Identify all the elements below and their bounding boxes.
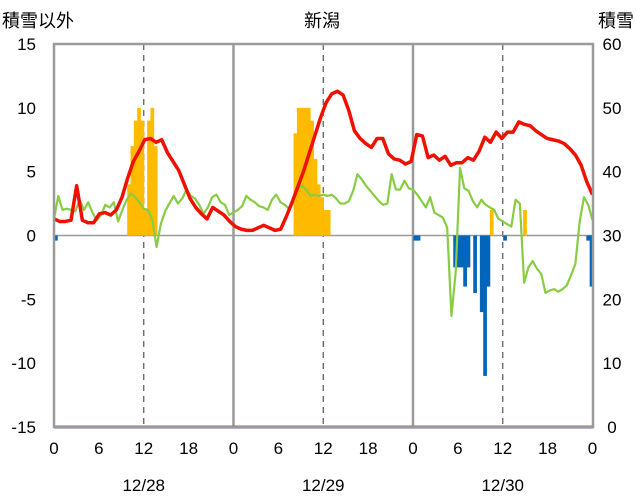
plot-frame bbox=[52, 42, 595, 429]
x-hour-tick-label: 0 bbox=[408, 439, 417, 458]
y-right-tick-label: 10 bbox=[603, 354, 622, 373]
x-hour-tick-label: 12 bbox=[314, 439, 333, 458]
x-hour-tick-label: 0 bbox=[229, 439, 238, 458]
y-right-tick-label: 40 bbox=[603, 163, 622, 182]
y-left-tick-label: -10 bbox=[11, 354, 36, 373]
y-right-tick-label: 20 bbox=[603, 290, 622, 309]
bar-positive bbox=[143, 209, 148, 236]
x-hour-tick-label: 18 bbox=[538, 439, 557, 458]
bar-negative bbox=[413, 235, 418, 241]
bar-positive bbox=[296, 107, 301, 236]
y-left-tick-label: 10 bbox=[17, 99, 36, 118]
x-hour-tick-label: 6 bbox=[274, 439, 283, 458]
x-hour-tick-label: 12 bbox=[493, 439, 512, 458]
bar-positive bbox=[316, 184, 321, 236]
y-left-tick-label: -15 bbox=[11, 418, 36, 437]
bar-positive bbox=[303, 107, 308, 236]
bar-negative bbox=[456, 235, 461, 268]
bar-positive bbox=[313, 158, 318, 236]
bar-positive bbox=[147, 120, 151, 236]
bar-negative bbox=[466, 235, 471, 268]
bar-positive bbox=[153, 146, 158, 236]
x-hour-tick-label: 12 bbox=[134, 439, 153, 458]
bar-positive bbox=[326, 209, 331, 236]
x-hour-ticks: 0 6 12 18 0 6 12 18 0 6 12 18 0 bbox=[49, 439, 597, 458]
bar-positive bbox=[489, 209, 494, 236]
y-left-tick-label: 0 bbox=[27, 227, 36, 246]
bar-positive bbox=[137, 107, 141, 236]
x-hour-tick-label: 18 bbox=[359, 439, 378, 458]
bar-positive bbox=[133, 120, 138, 236]
y-right-tick-label: 60 bbox=[603, 35, 622, 54]
green-line bbox=[52, 166, 594, 318]
x-hour-tick-label: 6 bbox=[94, 439, 103, 458]
bar-negative bbox=[459, 235, 464, 268]
x-hour-tick-label: 0 bbox=[588, 439, 597, 458]
bar-negative bbox=[479, 235, 484, 313]
bar-negative bbox=[589, 235, 594, 287]
bar-positive bbox=[293, 133, 298, 236]
y-left-ticks: 15 10 5 0 -5 -10 -15 bbox=[11, 35, 36, 437]
y-right-axis-label: 積雪 bbox=[598, 11, 634, 32]
bar-negative bbox=[453, 235, 457, 268]
bar-series bbox=[54, 107, 594, 376]
x-date-label: 12/28 bbox=[122, 476, 165, 495]
x-hour-tick-label: 0 bbox=[49, 439, 58, 458]
bar-negative bbox=[416, 235, 421, 241]
bar-positive bbox=[523, 209, 527, 236]
bar-positive bbox=[150, 107, 155, 236]
bar-negative bbox=[503, 235, 507, 241]
x-date-labels: 12/28 12/29 12/30 bbox=[122, 476, 524, 495]
chart-title: 新潟 bbox=[304, 11, 340, 32]
x-date-label: 12/29 bbox=[302, 476, 345, 495]
bar-negative bbox=[473, 235, 477, 293]
x-hour-tick-label: 18 bbox=[179, 439, 198, 458]
bar-negative bbox=[586, 235, 591, 241]
bar-negative bbox=[54, 235, 58, 241]
bar-positive bbox=[127, 184, 131, 236]
y-right-tick-label: 30 bbox=[603, 227, 622, 246]
y-right-tick-label: 50 bbox=[603, 99, 622, 118]
x-hour-tick-label: 6 bbox=[453, 439, 462, 458]
bar-positive bbox=[323, 209, 328, 236]
red-line bbox=[53, 89, 595, 233]
bar-negative bbox=[486, 235, 491, 287]
bar-positive bbox=[130, 146, 135, 236]
y-left-axis-label: 積雪以外 bbox=[2, 11, 74, 32]
bar-positive bbox=[320, 197, 324, 236]
y-left-tick-label: 5 bbox=[27, 163, 36, 182]
y-right-tick-label: 0 bbox=[607, 418, 616, 437]
y-left-tick-label: 15 bbox=[17, 35, 36, 54]
x-date-label: 12/30 bbox=[481, 476, 524, 495]
bar-negative bbox=[483, 235, 487, 376]
y-left-tick-label: -5 bbox=[21, 290, 36, 309]
bar-negative bbox=[463, 235, 467, 287]
bar-positive bbox=[140, 120, 145, 236]
bar-positive bbox=[310, 120, 314, 236]
y-right-ticks: 60 50 40 30 20 10 0 bbox=[603, 35, 622, 437]
bar-positive bbox=[306, 107, 311, 236]
